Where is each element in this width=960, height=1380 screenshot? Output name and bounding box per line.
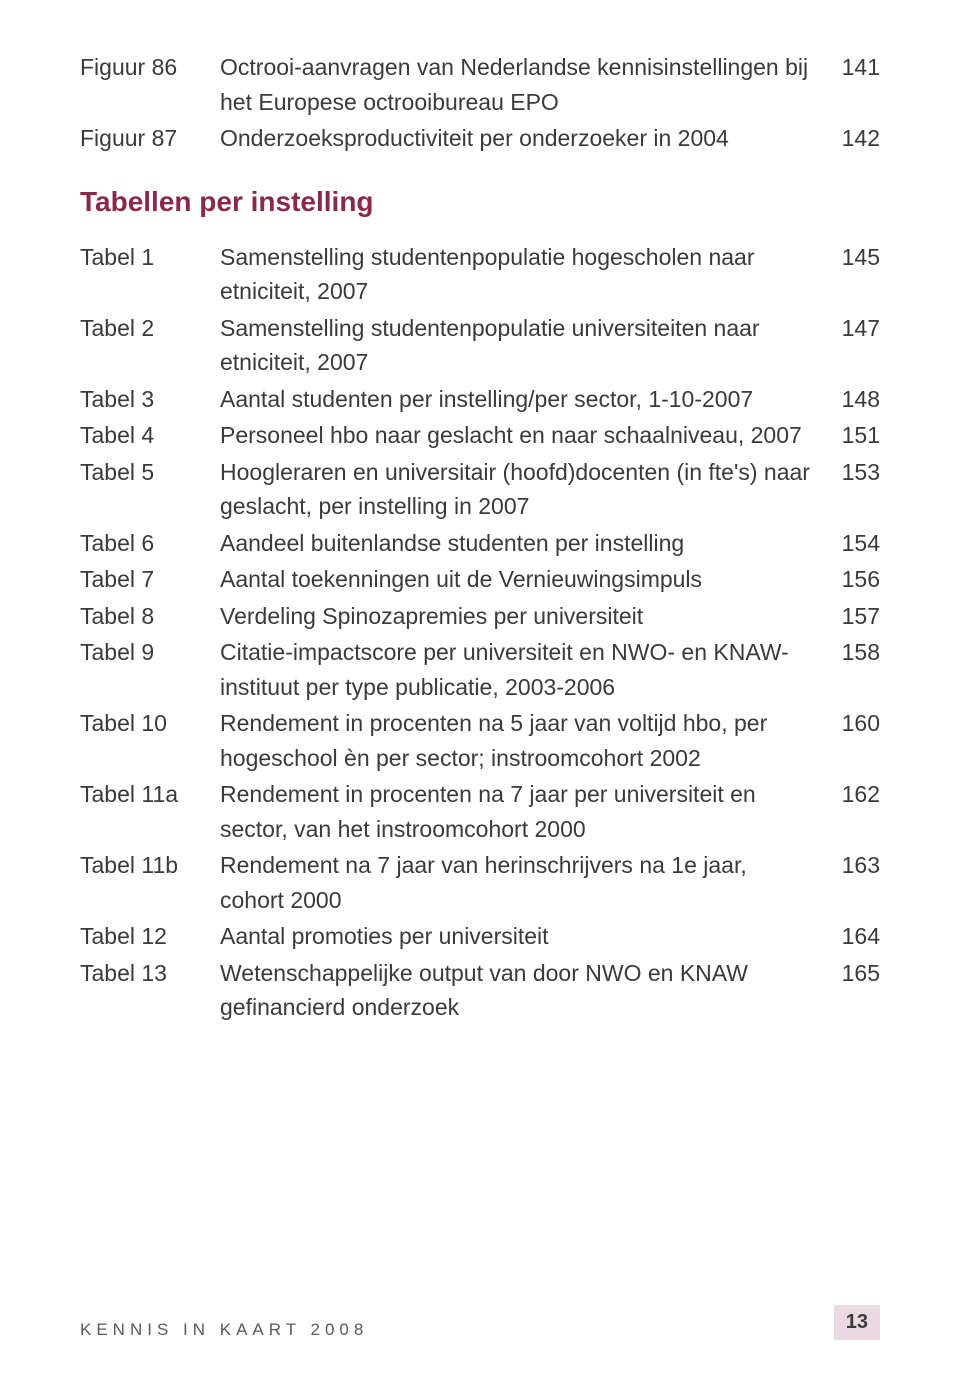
entry-label: Tabel 7: [80, 562, 220, 597]
entry-label: Tabel 6: [80, 526, 220, 561]
entry-label: Figuur 86: [80, 50, 220, 85]
entry-page: 154: [830, 526, 880, 561]
entry-page: 165: [830, 956, 880, 991]
tables-list: Tabel 1 Samenstelling studentenpopulatie…: [80, 240, 880, 1025]
entry-page: 141: [830, 50, 880, 85]
toc-entry: Tabel 11a Rendement in procenten na 7 ja…: [80, 777, 880, 846]
entry-page: 162: [830, 777, 880, 812]
entry-label: Tabel 13: [80, 956, 220, 991]
entry-description: Rendement in procenten na 5 jaar van vol…: [220, 706, 830, 775]
toc-entry: Tabel 1 Samenstelling studentenpopulatie…: [80, 240, 880, 309]
entry-description: Rendement na 7 jaar van herinschrijvers …: [220, 848, 830, 917]
toc-entry: Tabel 3 Aantal studenten per instelling/…: [80, 382, 880, 417]
entry-page: 156: [830, 562, 880, 597]
entry-page: 163: [830, 848, 880, 883]
entry-page: 145: [830, 240, 880, 275]
entry-description: Aandeel buitenlandse studenten per inste…: [220, 526, 830, 561]
entry-page: 160: [830, 706, 880, 741]
entry-page: 151: [830, 418, 880, 453]
entry-description: Octrooi-aanvragen van Nederlandse kennis…: [220, 50, 830, 119]
toc-entry: Tabel 6 Aandeel buitenlandse studenten p…: [80, 526, 880, 561]
entry-label: Figuur 87: [80, 121, 220, 156]
toc-entry: Tabel 8 Verdeling Spinozapremies per uni…: [80, 599, 880, 634]
document-page: Figuur 86 Octrooi-aanvragen van Nederlan…: [0, 0, 960, 1380]
entry-label: Tabel 9: [80, 635, 220, 670]
toc-entry: Tabel 11b Rendement na 7 jaar van herins…: [80, 848, 880, 917]
entry-description: Onderzoeksproductiviteit per onderzoeker…: [220, 121, 830, 156]
footer-page-number: 13: [834, 1305, 880, 1340]
entry-label: Tabel 10: [80, 706, 220, 741]
entry-page: 158: [830, 635, 880, 670]
entry-page: 148: [830, 382, 880, 417]
entry-description: Personeel hbo naar geslacht en naar scha…: [220, 418, 830, 453]
section-heading: Tabellen per instelling: [80, 186, 880, 218]
entry-description: Rendement in procenten na 7 jaar per uni…: [220, 777, 830, 846]
entry-description: Samenstelling studentenpopulatie univers…: [220, 311, 830, 380]
entry-description: Aantal toekenningen uit de Vernieuwingsi…: [220, 562, 830, 597]
entry-label: Tabel 5: [80, 455, 220, 490]
entry-page: 153: [830, 455, 880, 490]
entry-label: Tabel 8: [80, 599, 220, 634]
entry-page: 147: [830, 311, 880, 346]
toc-entry: Figuur 86 Octrooi-aanvragen van Nederlan…: [80, 50, 880, 119]
entry-description: Verdeling Spinozapremies per universitei…: [220, 599, 830, 634]
toc-entry: Tabel 4 Personeel hbo naar geslacht en n…: [80, 418, 880, 453]
entry-page: 164: [830, 919, 880, 954]
entry-description: Aantal promoties per universiteit: [220, 919, 830, 954]
entry-description: Aantal studenten per instelling/per sect…: [220, 382, 830, 417]
entry-label: Tabel 4: [80, 418, 220, 453]
entry-description: Samenstelling studentenpopulatie hogesch…: [220, 240, 830, 309]
toc-entry: Tabel 5 Hoogleraren en universitair (hoo…: [80, 455, 880, 524]
entry-description: Wetenschappelijke output van door NWO en…: [220, 956, 830, 1025]
footer-title: KENNIS IN KAART 2008: [80, 1320, 368, 1340]
entry-description: Hoogleraren en universitair (hoofd)docen…: [220, 455, 830, 524]
entry-label: Tabel 11b: [80, 848, 220, 883]
toc-entry: Tabel 2 Samenstelling studentenpopulatie…: [80, 311, 880, 380]
page-footer: KENNIS IN KAART 2008 13: [80, 1305, 880, 1340]
toc-entry: Tabel 9 Citatie-impactscore per universi…: [80, 635, 880, 704]
entry-label: Tabel 12: [80, 919, 220, 954]
toc-entry: Tabel 10 Rendement in procenten na 5 jaa…: [80, 706, 880, 775]
toc-entry: Tabel 12 Aantal promoties per universite…: [80, 919, 880, 954]
entry-description: Citatie-impactscore per universiteit en …: [220, 635, 830, 704]
entry-page: 157: [830, 599, 880, 634]
entry-page: 142: [830, 121, 880, 156]
entry-label: Tabel 3: [80, 382, 220, 417]
figures-list: Figuur 86 Octrooi-aanvragen van Nederlan…: [80, 50, 880, 156]
toc-entry: Tabel 7 Aantal toekenningen uit de Verni…: [80, 562, 880, 597]
toc-entry: Tabel 13 Wetenschappelijke output van do…: [80, 956, 880, 1025]
entry-label: Tabel 1: [80, 240, 220, 275]
entry-label: Tabel 11a: [80, 777, 220, 812]
entry-label: Tabel 2: [80, 311, 220, 346]
toc-entry: Figuur 87 Onderzoeksproductiviteit per o…: [80, 121, 880, 156]
